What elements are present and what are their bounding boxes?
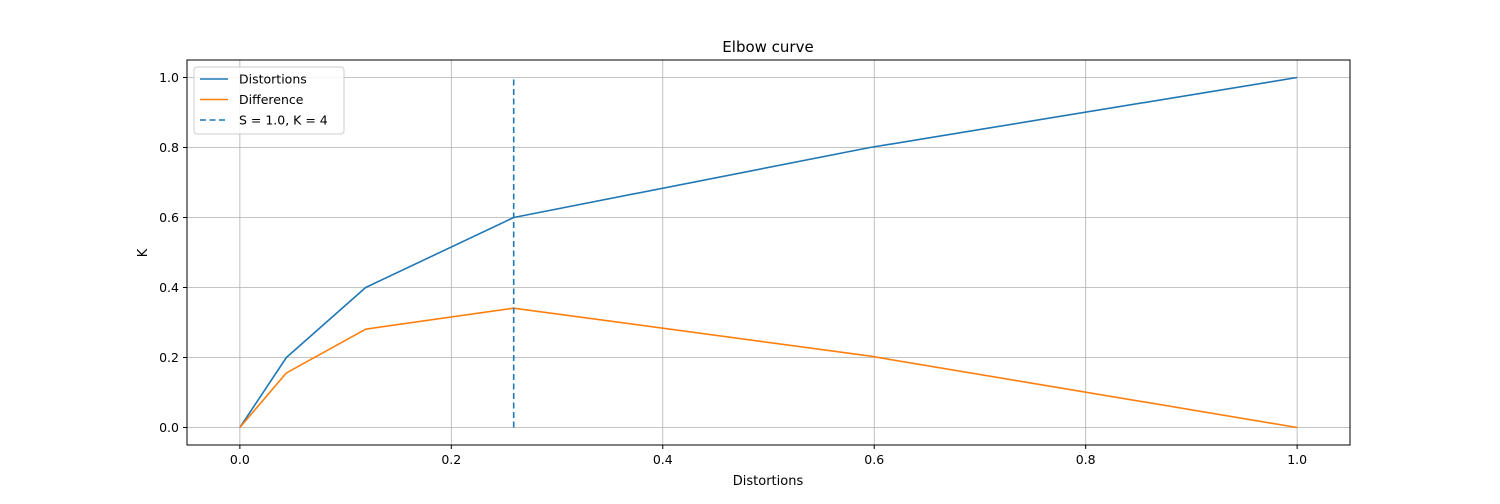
x-tick-label: 0.2 xyxy=(441,452,461,467)
legend-label-2: S = 1.0, K = 4 xyxy=(239,113,328,128)
x-tick-label: 0.8 xyxy=(1076,452,1096,467)
y-tick-label: 0.8 xyxy=(159,140,179,155)
series-line-0 xyxy=(239,76,1298,428)
y-tick-label: 0.2 xyxy=(159,350,179,365)
x-tick-label: 1.0 xyxy=(1287,452,1307,467)
y-tick-label: 0.6 xyxy=(159,210,179,225)
x-tick-label: 0.4 xyxy=(653,452,673,467)
y-tick-label: 0.0 xyxy=(159,420,179,435)
plot-frame xyxy=(186,59,1351,446)
axes-layer: 0.0 0.2 0.4 0.6 0.8 1.0 0.0 0.2 0.4 0.6 0.8 1.0 xyxy=(159,59,1351,467)
x-axis-label: Distortions xyxy=(733,474,804,489)
series-layer xyxy=(239,76,1298,429)
y-tick-label: 1.0 xyxy=(159,70,179,85)
legend-box xyxy=(193,66,345,135)
x-tick-label: 0.6 xyxy=(864,452,884,467)
y-axis-label: K xyxy=(136,248,151,257)
y-tick-label: 0.4 xyxy=(159,280,179,295)
legend: Distortions Difference S = 1.0, K = 4 xyxy=(193,66,345,135)
x-tick-label: 0.0 xyxy=(230,452,250,467)
legend-label-0: Distortions xyxy=(239,72,307,87)
legend-label-1: Difference xyxy=(239,92,304,107)
grid-layer xyxy=(187,60,1350,445)
chart-title: Elbow curve xyxy=(722,38,813,56)
series-line-1 xyxy=(239,307,1298,429)
